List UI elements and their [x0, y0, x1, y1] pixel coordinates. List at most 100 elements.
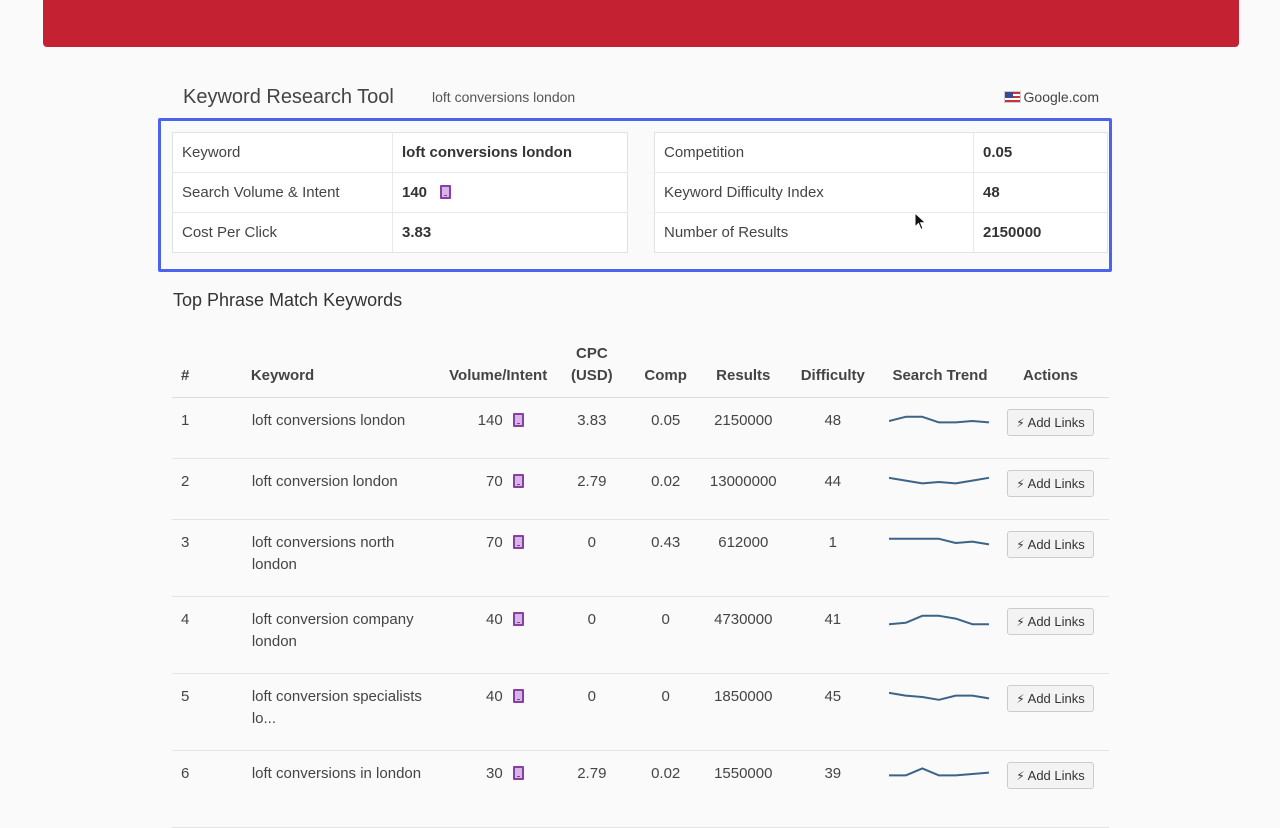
- row-trend-cell: [887, 519, 992, 597]
- add-links-label: Add Links: [1027, 415, 1085, 430]
- table-row: 1 loft conversions london 140 3.83 0.05 21500…: [172, 397, 1109, 459]
- col-header-cpc[interactable]: CPC (USD): [561, 332, 623, 398]
- col-header-volume[interactable]: Volume/Intent: [435, 332, 562, 398]
- row-volume: 40: [485, 611, 503, 628]
- col-header-num[interactable]: #: [172, 332, 251, 398]
- col-header-comp[interactable]: Comp: [622, 332, 709, 398]
- row-volume: 70: [485, 534, 503, 551]
- table-header-row: # Keyword Volume/Intent CPC (USD) Comp Re…: [172, 332, 1109, 398]
- row-trend-cell: [887, 397, 992, 459]
- cpc-header-line2: (USD): [570, 367, 613, 384]
- add-links-label: Add Links: [1027, 768, 1085, 783]
- row-volume-cell: 140: [435, 397, 562, 459]
- summary-value: loft conversions london: [392, 132, 628, 173]
- summary-label: Keyword: [172, 132, 393, 173]
- add-links-button[interactable]: ⚡︎ Add Links: [1007, 762, 1094, 789]
- row-results: 2150000: [708, 397, 778, 459]
- trend-line: [888, 614, 989, 626]
- search-engine-label: Google.com: [1023, 89, 1099, 105]
- row-comp: 0: [622, 673, 709, 751]
- row-num: 4: [172, 596, 251, 674]
- row-results: 612000: [708, 519, 778, 597]
- col-header-keyword[interactable]: Keyword: [250, 332, 436, 398]
- mobile-intent-icon: [512, 535, 524, 549]
- summary-value-cell: 140: [392, 172, 628, 213]
- row-results: 4730000: [708, 596, 778, 674]
- keyword-summary-left: Keyword loft conversions london Search V…: [172, 132, 628, 253]
- mouse-cursor-icon: [914, 212, 927, 231]
- add-links-button[interactable]: ⚡︎ Add Links: [1007, 685, 1094, 712]
- row-results: 1550000: [708, 750, 778, 828]
- mobile-intent-icon: [512, 766, 524, 780]
- row-num: 1: [172, 397, 251, 459]
- add-links-button[interactable]: ⚡︎ Add Links: [1007, 608, 1094, 635]
- lightning-icon: ⚡︎: [1016, 615, 1025, 629]
- keyword-summary-right: Competition 0.05 Keyword Difficulty Inde…: [654, 132, 1108, 253]
- row-difficulty: 48: [777, 397, 888, 459]
- lightning-icon: ⚡︎: [1016, 538, 1025, 552]
- row-volume: 70: [485, 473, 503, 490]
- summary-label: Search Volume & Intent: [172, 172, 393, 213]
- row-keyword: loft conversions london: [250, 397, 436, 459]
- row-comp: 0.02: [622, 750, 709, 828]
- summary-value: 0.05: [973, 132, 1108, 173]
- search-trend-sparkline: [888, 537, 990, 546]
- row-volume: 30: [485, 765, 503, 782]
- table-row: 2 loft conversion london 70 2.79 0.02 1300000…: [172, 458, 1109, 520]
- summary-label: Cost Per Click: [182, 224, 278, 241]
- mobile-intent-icon: [512, 612, 524, 626]
- col-header-difficulty[interactable]: Difficulty: [777, 332, 888, 398]
- row-volume-cell: 40: [435, 673, 562, 751]
- summary-value: 2150000: [973, 212, 1108, 253]
- row-keyword: loft conversions in london: [250, 750, 436, 828]
- row-cpc: 0: [561, 596, 623, 674]
- row-keyword: loft conversion london: [250, 458, 436, 520]
- summary-row: Search Volume & Intent 140: [172, 172, 628, 213]
- add-links-button[interactable]: ⚡︎ Add Links: [1007, 470, 1094, 497]
- section-title: Top Phrase Match Keywords: [173, 290, 403, 310]
- row-difficulty: 44: [777, 458, 888, 520]
- phrase-match-table: # Keyword Volume/Intent CPC (USD) Comp Re…: [172, 332, 1109, 828]
- table-row: 5 loft conversion specialists lo... 40 0 0 18…: [172, 673, 1109, 751]
- summary-row: Cost Per Click 3.83: [173, 212, 628, 253]
- col-header-trend: Search Trend: [887, 332, 992, 398]
- add-links-button[interactable]: ⚡︎ Add Links: [1007, 531, 1094, 558]
- row-difficulty: 41: [777, 596, 888, 674]
- summary-row: Keyword Difficulty Index 48: [654, 172, 1108, 213]
- row-cpc: 2.79: [561, 750, 623, 828]
- row-volume-cell: 70: [435, 458, 562, 520]
- row-results: 13000000: [708, 458, 778, 520]
- summary-value: 140: [402, 184, 428, 201]
- row-cpc: 3.83: [561, 397, 623, 459]
- us-flag-icon: [1003, 91, 1021, 103]
- add-links-button[interactable]: ⚡︎ Add Links: [1007, 409, 1094, 436]
- summary-row: Competition 0.05: [654, 132, 1108, 173]
- row-actions-cell: ⚡︎ Add Links: [991, 458, 1109, 520]
- trend-line: [888, 476, 990, 485]
- add-links-label: Add Links: [1027, 476, 1085, 491]
- row-difficulty: 1: [777, 519, 888, 597]
- summary-value: 48: [973, 172, 1108, 213]
- row-actions-cell: ⚡︎ Add Links: [991, 519, 1109, 597]
- search-trend-sparkline: [888, 767, 990, 777]
- col-header-results[interactable]: Results: [708, 332, 778, 398]
- lightning-icon: ⚡︎: [1016, 477, 1025, 491]
- row-cpc: 0: [561, 673, 623, 751]
- row-keyword: loft conversion specialists lo...: [250, 673, 436, 751]
- trend-line: [888, 691, 990, 701]
- search-trend-sparkline: [888, 614, 989, 626]
- row-trend-cell: [887, 596, 992, 674]
- table-row: 3 loft conversions north london 70 0 0.43 612…: [172, 519, 1109, 597]
- summary-value: 3.83: [392, 212, 628, 253]
- mobile-intent-icon: [512, 689, 524, 703]
- row-actions-cell: ⚡︎ Add Links: [991, 750, 1109, 828]
- table-row: 6 loft conversions in london 30 2.79 0.02 155…: [172, 750, 1109, 828]
- search-engine-selector[interactable]: Google.com: [1003, 87, 1099, 107]
- summary-label: Competition: [654, 132, 974, 173]
- mobile-intent-icon: [512, 413, 524, 427]
- trend-line: [888, 537, 990, 546]
- row-volume: 140: [477, 412, 503, 429]
- row-difficulty: 39: [777, 750, 888, 828]
- row-comp: 0.05: [622, 397, 709, 459]
- row-volume: 40: [485, 688, 503, 705]
